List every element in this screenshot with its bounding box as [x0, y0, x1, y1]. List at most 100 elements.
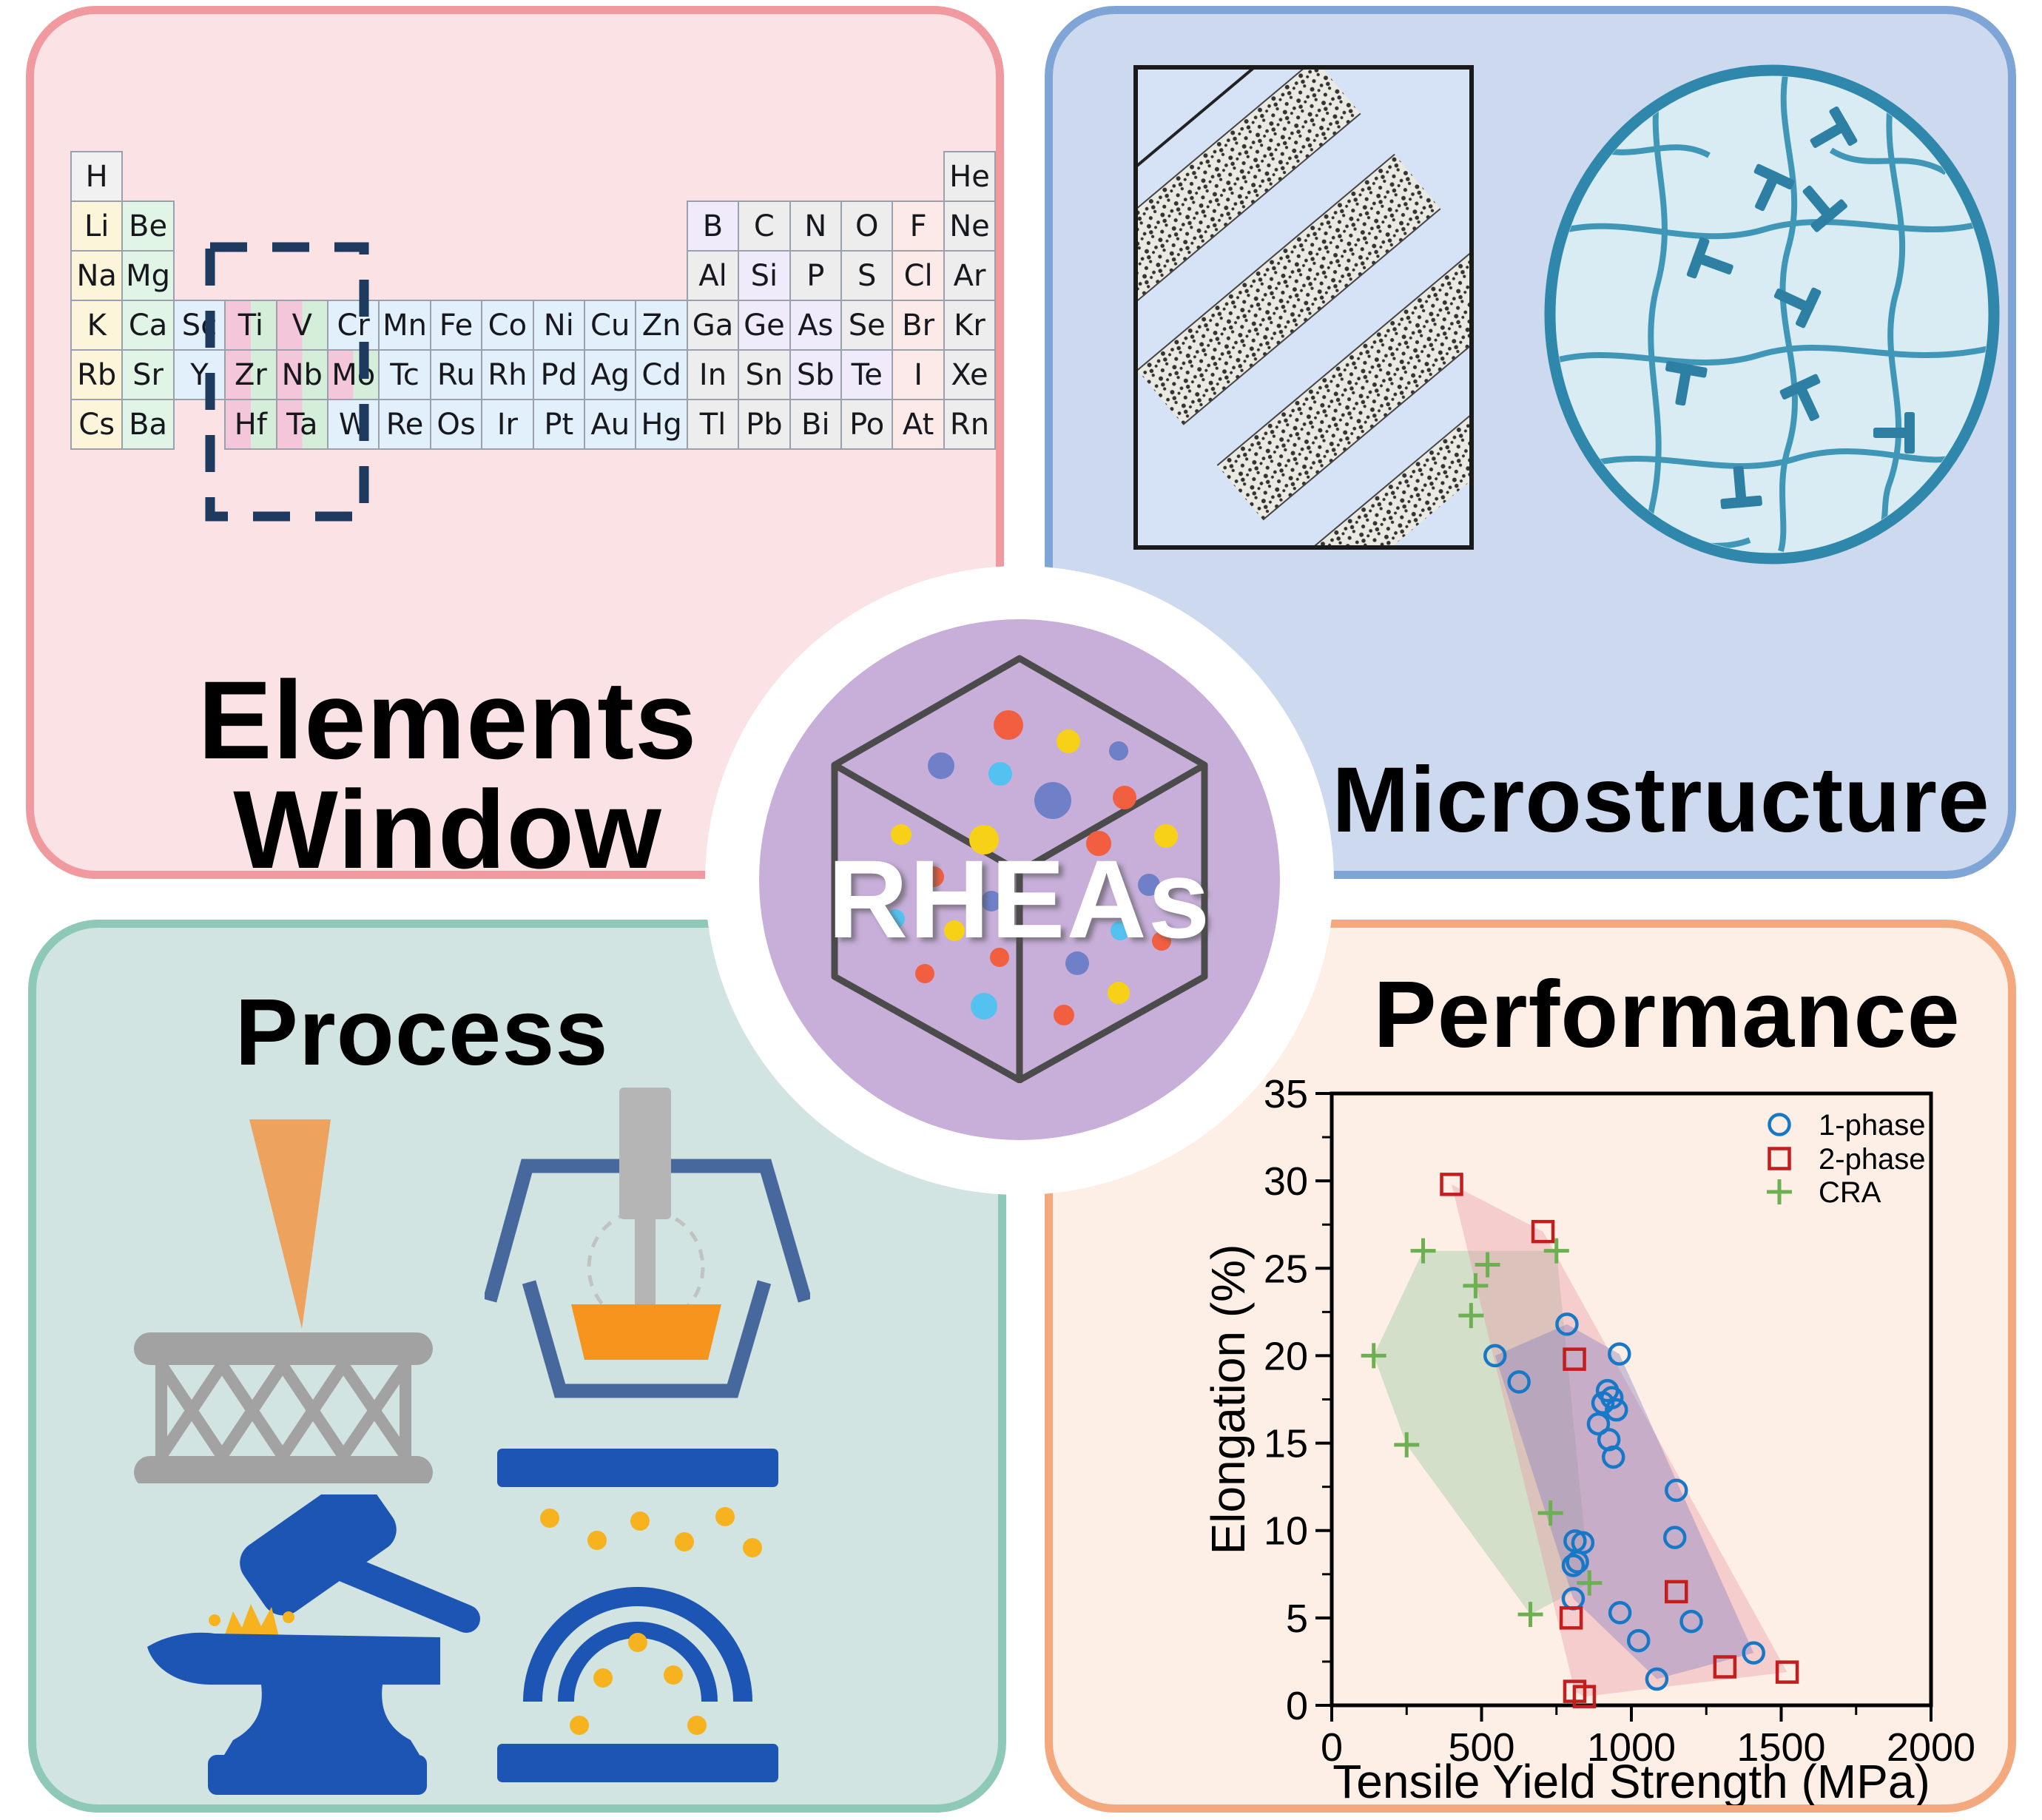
alloy-atom-dot [1138, 874, 1160, 896]
element-cell-Li: Li [70, 200, 124, 252]
dislocation-tee-symbol [1686, 237, 1733, 279]
element-cell-Tc: Tc [378, 349, 431, 400]
dashed-rect-outline [205, 242, 369, 522]
alloy-atom-dot [981, 891, 1002, 911]
element-cell-Re: Re [378, 399, 431, 450]
y-tick-label: 0 [1286, 1684, 1308, 1728]
grain-boundary-line [1556, 219, 1988, 240]
alloy-atoms [886, 710, 1178, 1025]
lamellar-micrograph-icon [1133, 65, 1474, 550]
alloy-atom-dot [1034, 782, 1071, 819]
lattice-top-bar [134, 1332, 433, 1365]
grain-boundary-line [1582, 448, 1967, 469]
dislocation-tee-symbol [1802, 185, 1847, 232]
x-tick-label: 1500 [1736, 1725, 1825, 1770]
element-cell-Tl: Tl [686, 399, 740, 450]
element-cell-Pt: Pt [532, 399, 585, 450]
y-tick-label: 25 [1264, 1247, 1308, 1291]
element-cell-Kr: Kr [943, 300, 997, 351]
element-cell-Te: Te [840, 349, 894, 400]
element-cell-I: I [892, 349, 945, 400]
alloy-atom-dot [988, 762, 1012, 786]
crucible-bowl [522, 1280, 772, 1398]
element-cell-Mg: Mg [121, 250, 175, 301]
element-cell-C: C [738, 200, 791, 252]
element-cell-F: F [892, 200, 945, 252]
vacuum-melting-icon [485, 1088, 810, 1398]
dislocation-tee-symbol [1810, 106, 1858, 148]
element-cell-O: O [840, 200, 894, 252]
element-cell-Fe: Fe [429, 300, 483, 351]
x-tick-label: 0 [1321, 1725, 1343, 1770]
element-cell-Hf: Hf [224, 399, 277, 450]
elements-title-line1: Elements [198, 658, 698, 782]
y-tick-label: 15 [1264, 1422, 1308, 1466]
dislocation-tee-symbol [1773, 287, 1822, 328]
legend-label-1-phase: 1-phase [1819, 1109, 1926, 1142]
element-cell-He: He [943, 151, 997, 202]
cube-outline [831, 655, 1208, 1083]
element-cell-Ga: Ga [686, 300, 740, 351]
alloy-atom-dot [971, 993, 997, 1019]
element-cell-H: H [70, 151, 124, 202]
series-CRA [1361, 1238, 1603, 1628]
forging-icon [147, 1494, 480, 1795]
element-cell-Pd: Pd [532, 349, 585, 400]
element-cell-Mn: Mn [378, 300, 431, 351]
element-cell-K: K [70, 300, 124, 351]
alloy-atom-dot [915, 964, 934, 983]
element-cell-Ni: Ni [532, 300, 585, 351]
element-cell-Cs: Cs [70, 399, 124, 450]
element-cell-Ag: Ag [584, 349, 637, 400]
element-cell-Ir: Ir [481, 399, 534, 450]
alloy-atom-dot [1109, 741, 1128, 761]
element-cell-Sb: Sb [789, 349, 842, 400]
element-cell-Zr: Zr [224, 349, 277, 400]
refractory-elements-dashed-box [205, 242, 369, 522]
element-cell-Xe: Xe [943, 349, 997, 400]
anvil [147, 1632, 440, 1755]
powder-particles [540, 1507, 762, 1735]
y-tick-label: 35 [1264, 1072, 1308, 1116]
stir-rod-head [619, 1088, 671, 1219]
element-cell-N: N [789, 200, 842, 252]
element-cell-B: B [686, 200, 740, 252]
element-cell-Sr: Sr [121, 349, 175, 400]
periodic-table: H He Li Be B C N O F Ne Na Mg Al Si P S Cl Ar K Ca Sc Ti V Cr Mn… [70, 151, 999, 451]
element-cell-Ba: Ba [121, 399, 175, 450]
press-top-plate [497, 1449, 778, 1487]
alloy-atom-dot [1154, 824, 1178, 848]
lattice-bottom-bar [134, 1456, 433, 1483]
elements-title-line2: Window [233, 767, 662, 892]
element-cell-Al: Al [686, 250, 740, 301]
furnace-frame [485, 1159, 810, 1303]
element-cell-Ar: Ar [943, 250, 997, 301]
alloy-cube-icon [831, 655, 1208, 1083]
element-cell-Ne: Ne [943, 200, 997, 252]
grain-boundary-line [1556, 345, 1988, 365]
x-tick-label: 1000 [1587, 1725, 1676, 1770]
element-cell-Si: Si [738, 250, 791, 301]
alloy-atom-dot [1152, 931, 1171, 951]
grain-boundary-line [1829, 147, 1948, 175]
x-axis-label: Tensile Yield Strength (MPa) [1332, 1755, 1930, 1805]
rheas-label: RHEAs [827, 837, 1212, 961]
alloy-atom-dot [944, 920, 965, 941]
element-cell-Rh: Rh [481, 349, 534, 400]
legend-label-2-phase: 2-phase [1819, 1143, 1926, 1176]
alloy-atom-dot [969, 825, 999, 855]
axis-ticks [1315, 1092, 1933, 1722]
element-cell-P: P [789, 250, 842, 301]
alloy-atom-dot [1065, 951, 1089, 975]
sinter-arcs [523, 1587, 752, 1702]
alloy-atom-dot [1108, 982, 1130, 1004]
element-cell-Au: Au [584, 399, 637, 450]
grain-dislocation-icon [1544, 64, 2000, 564]
center-hub-ring: RHEAs [705, 566, 1334, 1195]
element-cell-Pb: Pb [738, 399, 791, 450]
alloy-atom-dot [891, 824, 912, 845]
element-cell-Rn: Rn [943, 399, 997, 450]
element-cell-As: As [789, 300, 842, 351]
element-cell-Ca: Ca [121, 300, 175, 351]
